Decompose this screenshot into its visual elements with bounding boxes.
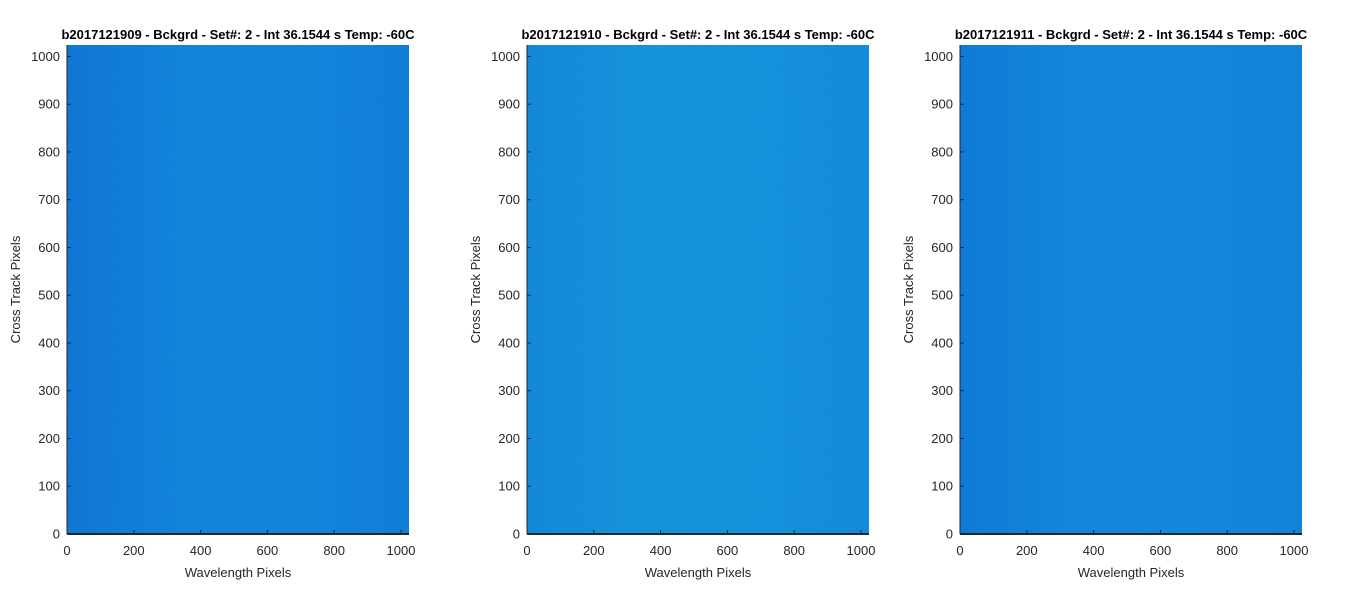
y-tick-label: 500: [498, 288, 520, 303]
x-tick-label: 200: [1016, 543, 1038, 558]
y-tick-label: 400: [38, 335, 60, 350]
y-tick-label: 800: [38, 144, 60, 159]
heatmap-noise: [527, 45, 869, 534]
chart-title: b2017121909 - Bckgrd - Set#: 2 - Int 36.…: [61, 27, 415, 42]
y-tick-label: 0: [53, 527, 60, 542]
y-tick-label: 300: [498, 383, 520, 398]
x-tick-label: 1000: [1280, 543, 1309, 558]
y-tick-label: 900: [498, 97, 520, 112]
y-tick-label: 300: [38, 383, 60, 398]
y-tick-label: 400: [498, 335, 520, 350]
y-tick-label: 500: [38, 288, 60, 303]
x-tick-label: 400: [1083, 543, 1105, 558]
x-tick-label: 1000: [387, 543, 416, 558]
y-tick-label: 300: [931, 383, 953, 398]
x-tick-label: 200: [123, 543, 145, 558]
chart-panel-2: 0 200 400 600 800 1000 0 100 200 300 400 500 600 700 8…: [468, 27, 875, 580]
y-tick-label: 200: [931, 431, 953, 446]
y-tick-label: 100: [498, 479, 520, 494]
y-tick-label: 1000: [31, 49, 60, 64]
y-tick-label: 400: [931, 335, 953, 350]
x-tick-label: 1000: [847, 543, 876, 558]
x-tick-label: 800: [1216, 543, 1238, 558]
y-tick-label: 800: [498, 144, 520, 159]
y-tick-label: 1000: [491, 49, 520, 64]
y-tick-label: 700: [498, 192, 520, 207]
y-tick-label: 200: [38, 431, 60, 446]
chart-panel-3: 0 200 400 600 800 1000 0 100 200 300 400 500 600 700 8…: [901, 27, 1308, 580]
y-axis-label: Cross Track Pixels: [901, 235, 916, 343]
y-tick-label: 100: [38, 479, 60, 494]
y-tick-label: 900: [38, 97, 60, 112]
y-tick-label: 0: [513, 527, 520, 542]
y-tick-label: 600: [931, 240, 953, 255]
x-tick-label: 200: [583, 543, 605, 558]
y-tick-label: 500: [931, 288, 953, 303]
y-tick-label: 900: [931, 97, 953, 112]
x-axis-label: Wavelength Pixels: [185, 565, 292, 580]
x-tick-label: 600: [1150, 543, 1172, 558]
chart-title: b2017121911 - Bckgrd - Set#: 2 - Int 36.…: [955, 27, 1308, 42]
y-tick-label: 800: [931, 144, 953, 159]
x-tick-label: 800: [323, 543, 345, 558]
x-tick-label: 0: [956, 543, 963, 558]
y-tick-label: 1000: [924, 49, 953, 64]
y-tick-label: 200: [498, 431, 520, 446]
x-tick-label: 600: [257, 543, 279, 558]
x-tick-label: 600: [717, 543, 739, 558]
y-tick-label: 700: [931, 192, 953, 207]
y-tick-label: 100: [931, 479, 953, 494]
heatmap-noise: [67, 45, 409, 534]
y-tick-label: 0: [946, 527, 953, 542]
x-tick-label: 800: [783, 543, 805, 558]
chart-panel-1: 0 200 400 600 800 1000 0 100 200 300 400 500 600 700 8…: [8, 27, 415, 580]
x-tick-label: 400: [190, 543, 212, 558]
y-tick-label: 600: [38, 240, 60, 255]
heatmap-noise: [960, 45, 1302, 534]
y-axis-label: Cross Track Pixels: [8, 235, 23, 343]
y-axis-label: Cross Track Pixels: [468, 235, 483, 343]
y-tick-label: 600: [498, 240, 520, 255]
x-axis-label: Wavelength Pixels: [645, 565, 752, 580]
x-axis-label: Wavelength Pixels: [1078, 565, 1185, 580]
y-tick-label: 700: [38, 192, 60, 207]
x-tick-label: 400: [650, 543, 672, 558]
x-tick-label: 0: [63, 543, 70, 558]
x-tick-label: 0: [523, 543, 530, 558]
chart-title: b2017121910 - Bckgrd - Set#: 2 - Int 36.…: [521, 27, 875, 42]
